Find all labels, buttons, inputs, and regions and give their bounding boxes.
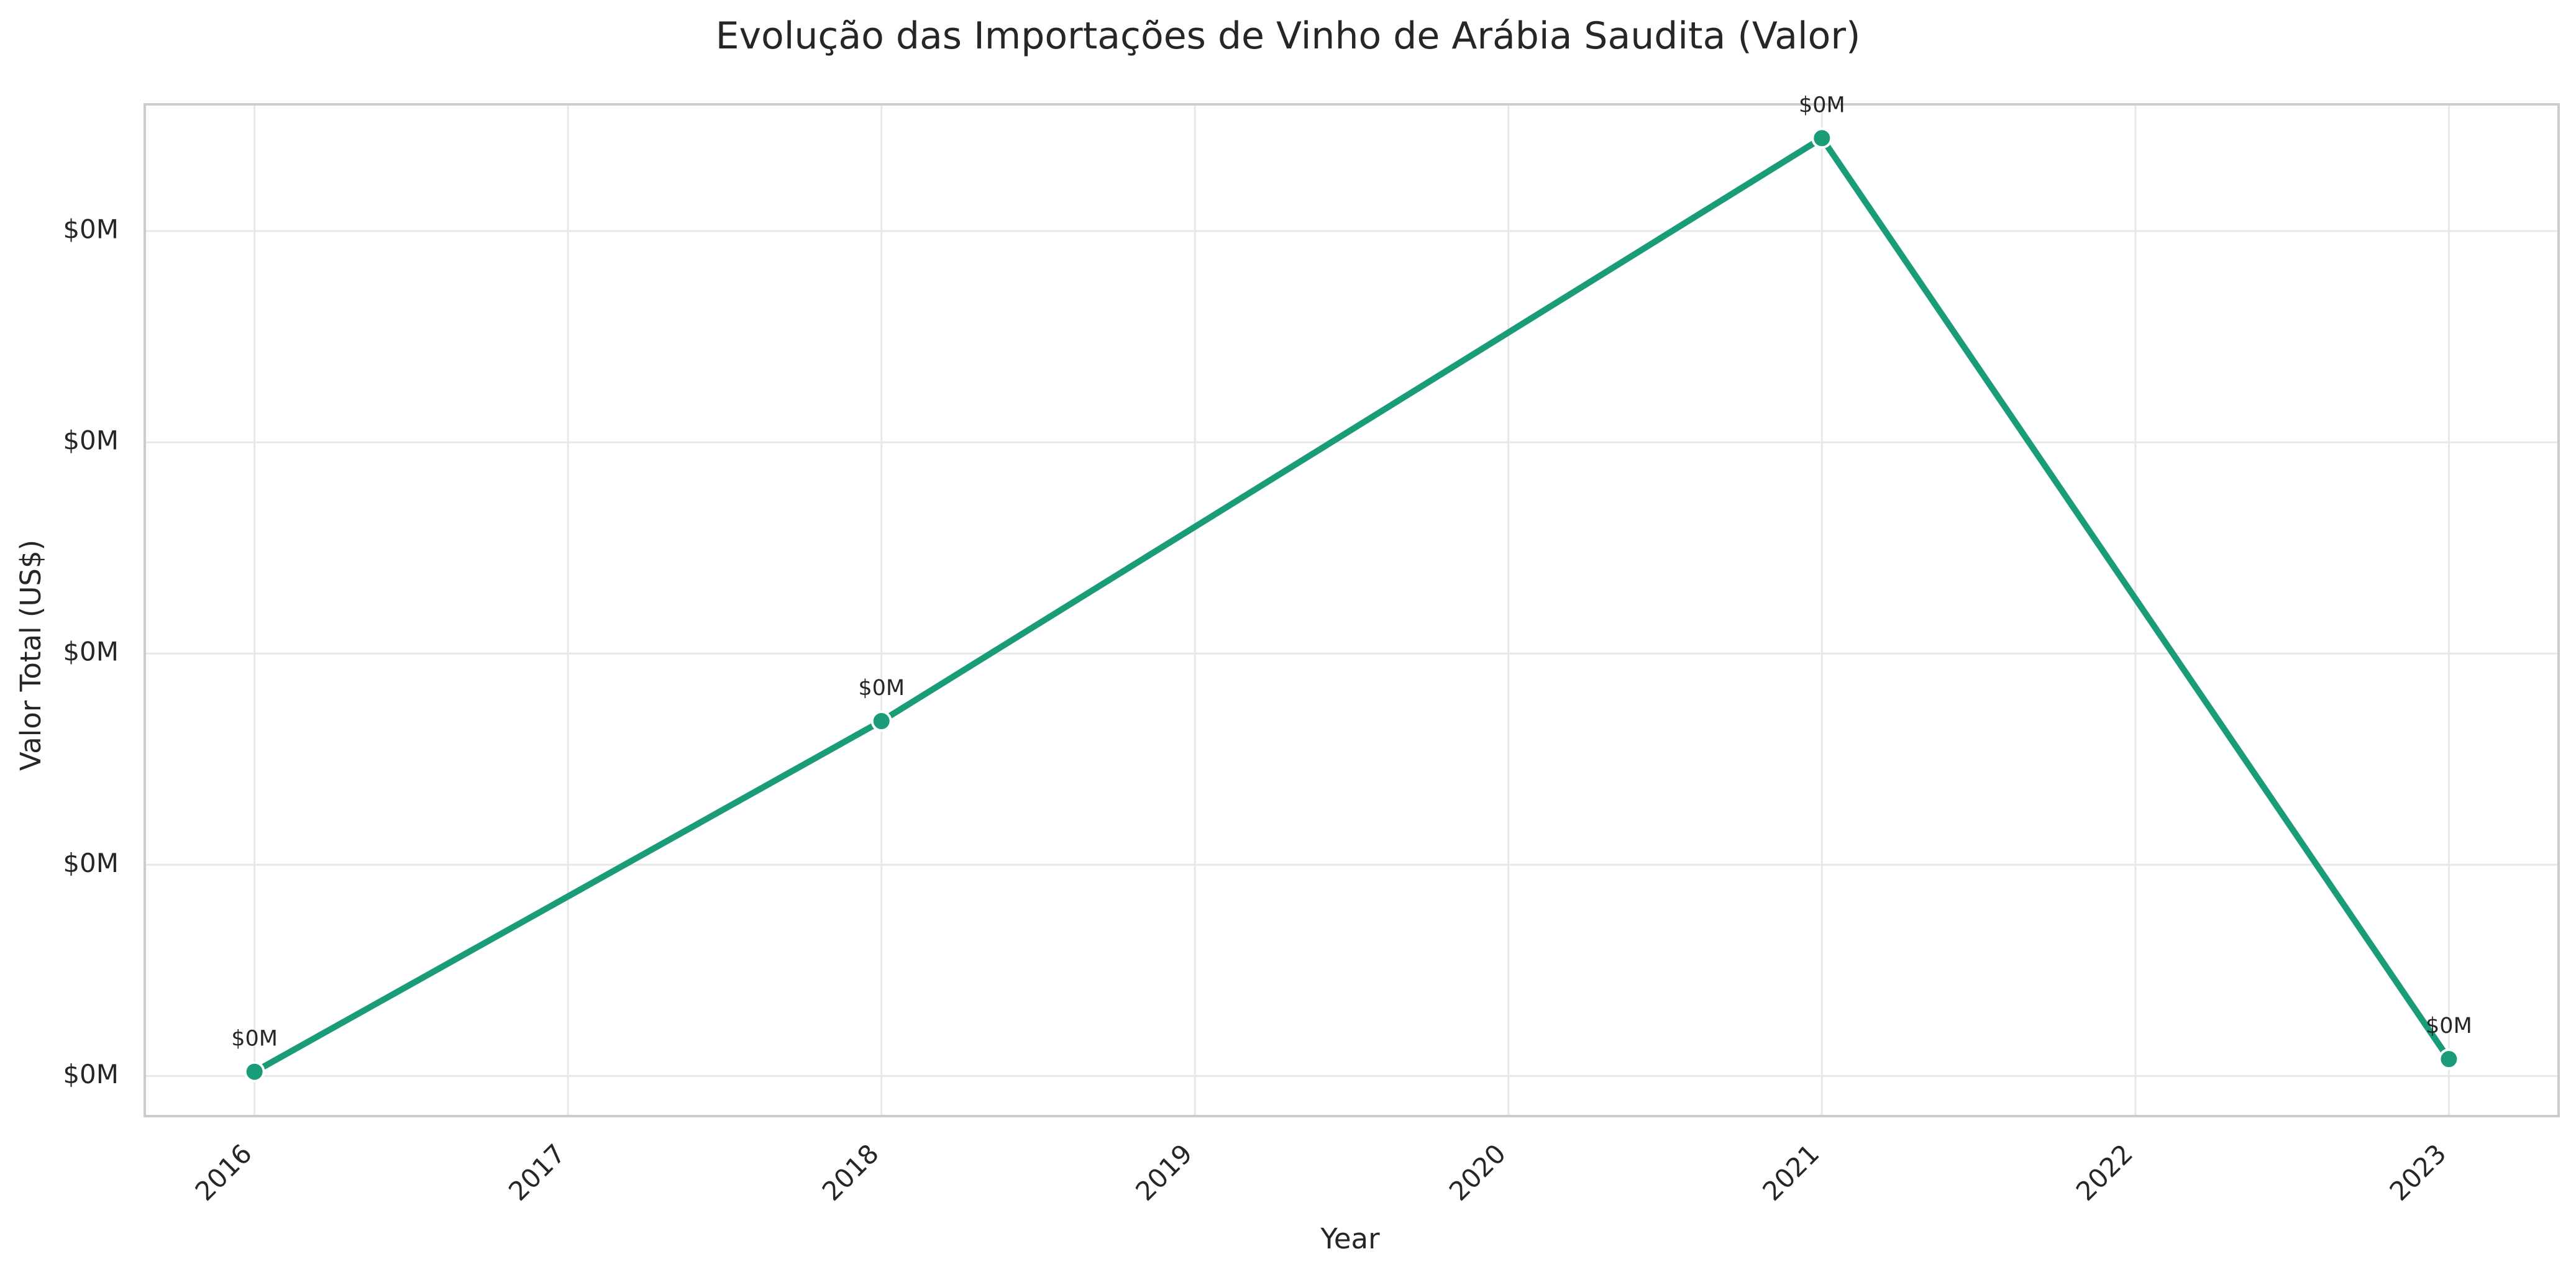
tick-layer: 2016 2017 2018 2019 2020 2021 2022 2023 $0M $0M $0… bbox=[63, 214, 2452, 1207]
y-tick-label: $0M bbox=[63, 1059, 119, 1089]
y-tick-label: $0M bbox=[63, 848, 119, 878]
data-point bbox=[2438, 1048, 2460, 1070]
x-tick-label: 2017 bbox=[503, 1138, 571, 1207]
series-layer bbox=[244, 127, 2460, 1083]
x-tick-label: 2021 bbox=[1756, 1138, 1825, 1207]
plot-frame bbox=[144, 103, 2560, 1117]
data-label: $0M bbox=[231, 1027, 278, 1052]
grid-layer bbox=[145, 104, 2559, 1116]
data-point bbox=[1811, 127, 1833, 149]
x-tick-label: 2018 bbox=[816, 1138, 885, 1207]
series-line bbox=[251, 135, 2452, 1075]
x-tick-label: 2019 bbox=[1130, 1138, 1198, 1207]
data-point bbox=[870, 711, 892, 732]
data-label: $0M bbox=[1799, 93, 1845, 117]
data-label: $0M bbox=[2426, 1014, 2472, 1038]
label-layer: $0M $0M $0M $0M bbox=[231, 93, 2472, 1051]
chart-title: Evolução das Importações de Vinho de Ará… bbox=[716, 14, 1861, 58]
data-label: $0M bbox=[858, 676, 905, 701]
y-axis-label: Valor Total (US$) bbox=[14, 540, 47, 771]
x-axis-label: Year bbox=[1320, 1222, 1380, 1255]
y-tick-label: $0M bbox=[63, 214, 119, 245]
x-tick-label: 2022 bbox=[2070, 1138, 2139, 1207]
x-tick-label: 2023 bbox=[2383, 1138, 2452, 1207]
x-tick-label: 2020 bbox=[1443, 1138, 1512, 1207]
x-tick-label: 2016 bbox=[190, 1138, 258, 1207]
y-tick-label: $0M bbox=[63, 637, 119, 667]
data-point bbox=[244, 1061, 265, 1083]
y-tick-label: $0M bbox=[63, 425, 119, 456]
